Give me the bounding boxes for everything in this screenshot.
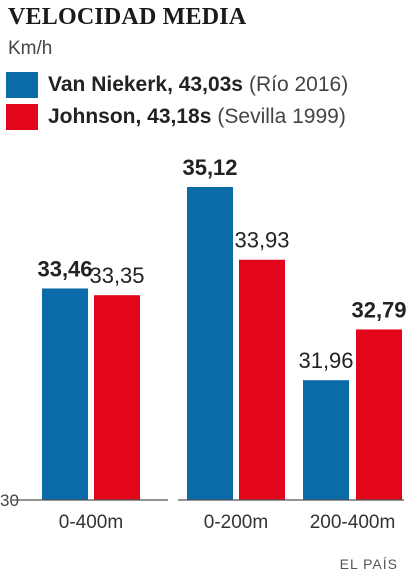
x-tick-label-0-200m: 0-200m <box>204 512 268 533</box>
unit-label: Km/h <box>8 38 53 59</box>
legend-swatch-van-niekerk <box>6 72 38 98</box>
bar-200-400m-series-0 <box>303 380 349 500</box>
legend-name-johnson: Johnson, 43,18s <box>48 105 212 128</box>
legend-extra-johnson: (Sevilla 1999) <box>217 105 346 128</box>
data-label-0-400m-series-1: 33,35 <box>89 263 144 288</box>
x-tick-label-0-400m: 0-400m <box>59 512 123 533</box>
data-label-0-200m-series-0: 35,12 <box>182 155 237 180</box>
legend-extra-van-niekerk: (Río 2016) <box>248 73 349 96</box>
legend-item-johnson: Johnson, 43,18s (Sevilla 1999) <box>6 104 346 130</box>
bar-0-200m-series-0 <box>187 187 233 500</box>
data-label-0-400m-series-0: 33,46 <box>37 256 92 281</box>
y-axis-base-label: 30 <box>0 491 19 510</box>
bar-0-200m-series-1 <box>239 259 285 500</box>
credit-logo: EL PAÍS <box>339 556 398 572</box>
legend-item-van-niekerk: Van Niekerk, 43,03s (Río 2016) <box>6 72 348 98</box>
legend-swatch-johnson <box>6 104 38 130</box>
bar-200-400m-series-1 <box>356 329 402 500</box>
x-tick-label-200-400m: 200-400m <box>310 512 396 533</box>
data-label-0-200m-series-1: 33,93 <box>234 228 289 253</box>
data-label-200-400m-series-0: 31,96 <box>298 348 353 373</box>
bar-0-400m-series-1 <box>94 295 140 500</box>
bar-0-400m-series-0 <box>42 288 88 500</box>
chart-title: VELOCIDAD MEDIA <box>8 4 247 30</box>
data-label-200-400m-series-1: 32,79 <box>351 297 406 322</box>
legend-name-van-niekerk: Van Niekerk, 43,03s <box>48 73 243 96</box>
